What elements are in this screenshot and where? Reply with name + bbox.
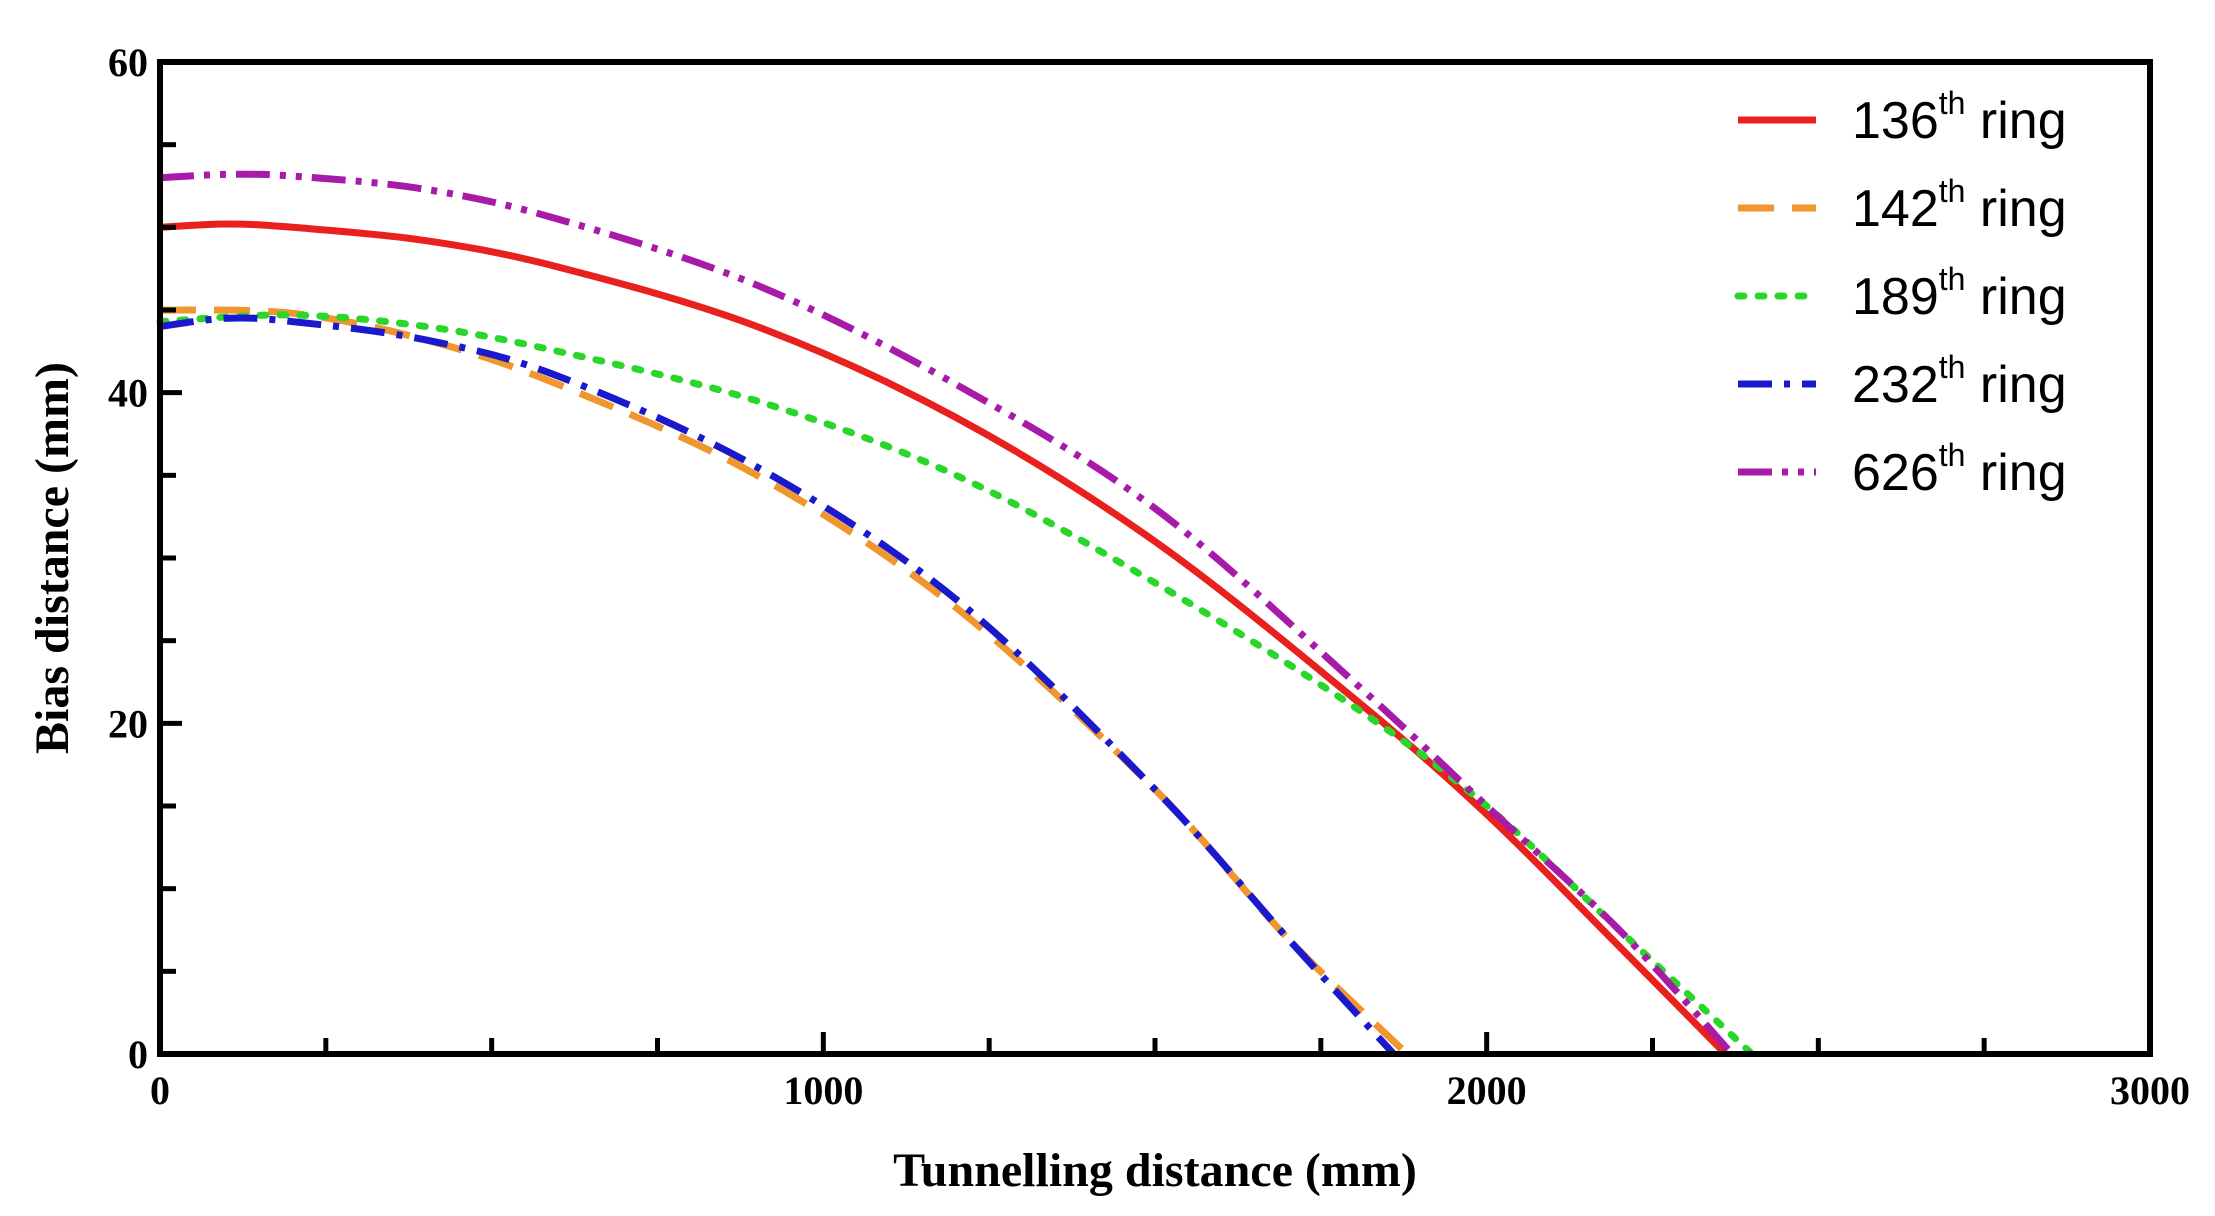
series-line-5 <box>159 170 1735 1057</box>
y-tick-label: 60 <box>108 40 148 85</box>
y-tick-label: 0 <box>128 1032 148 1077</box>
ticks-layer <box>160 142 1987 1054</box>
legend-label-5: 626th ring <box>1852 437 2067 502</box>
x-tick-label: 2000 <box>1447 1068 1527 1113</box>
series-line-2 <box>159 306 1410 1057</box>
legend-label-3: 189th ring <box>1852 261 2067 326</box>
tick-label-layer: 0 1000 2000 3000 0 20 40 60 <box>108 40 2190 1113</box>
legend: 136th ring 142th ring 189th ring 232th ring… <box>1734 85 2067 502</box>
y-axis-title: Bias distance (mm) <box>26 362 79 754</box>
x-tick-label: 1000 <box>783 1068 863 1113</box>
legend-label-1: 136th ring <box>1852 85 2067 150</box>
legend-label-2: 142th ring <box>1852 173 2067 238</box>
series-line-1 <box>159 220 1728 1057</box>
series-line-3 <box>156 311 1756 1058</box>
y-tick-label: 20 <box>108 701 148 746</box>
y-tick-label: 40 <box>108 371 148 416</box>
series-line-4 <box>159 314 1397 1057</box>
x-axis-title: Tunnelling distance (mm) <box>893 1144 1417 1197</box>
legend-label-4: 232th ring <box>1852 349 2067 414</box>
x-tick-label: 0 <box>150 1068 170 1113</box>
series-layer <box>156 170 1756 1058</box>
x-tick-label: 3000 <box>2110 1068 2190 1113</box>
